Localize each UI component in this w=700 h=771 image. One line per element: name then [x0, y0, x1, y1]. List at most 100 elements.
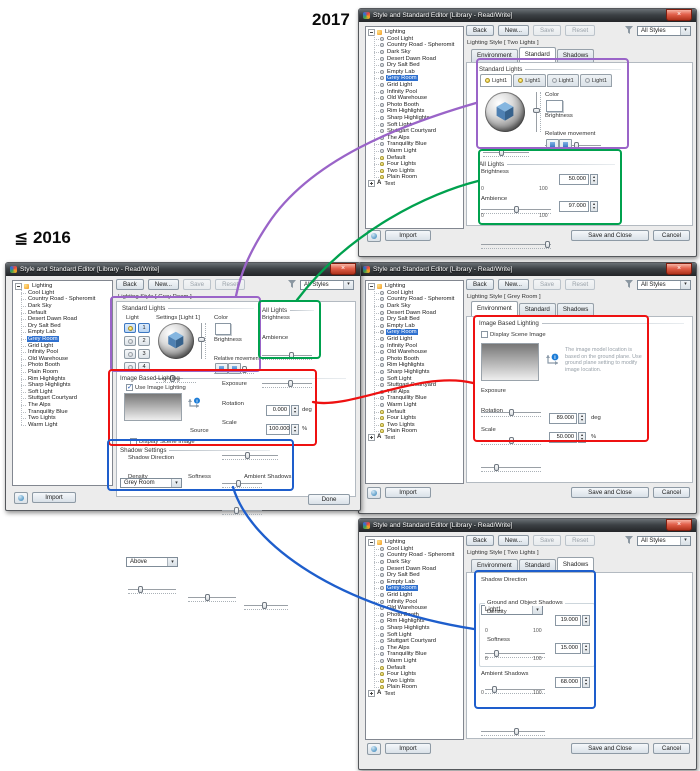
tree-item[interactable]: Two Lights — [366, 421, 463, 428]
scale-slider[interactable] — [481, 464, 541, 472]
tree-item[interactable]: Warm Light — [366, 658, 463, 665]
spinner-arrows[interactable] — [582, 615, 590, 626]
filter-icon[interactable] — [625, 280, 633, 289]
tree-item[interactable]: Tranquility Blue — [366, 395, 463, 402]
back-button[interactable]: Back — [466, 535, 494, 546]
tree-item[interactable]: Soft Light — [13, 389, 112, 396]
ibl-source-select[interactable]: Grey Room ▾ — [120, 478, 182, 488]
tree-item[interactable]: Sharp Highlights — [13, 382, 112, 389]
light4-button[interactable]: 4 — [138, 362, 150, 372]
tree-item[interactable]: Grid Light — [366, 336, 463, 343]
expand-icon[interactable] — [368, 434, 375, 442]
light-vertical-position-slider[interactable] — [533, 92, 541, 132]
tree-item[interactable]: Four Lights — [366, 671, 463, 678]
reset-button[interactable]: Reset — [565, 25, 596, 36]
light-vertical-position-slider[interactable] — [198, 323, 206, 359]
tree-item[interactable]: Default — [13, 309, 112, 316]
tree-item[interactable]: The Alps — [366, 389, 463, 396]
light3-button[interactable]: 3 — [138, 349, 150, 359]
tree-item[interactable]: Soft Light — [366, 631, 463, 638]
new-button[interactable]: New... — [497, 535, 529, 546]
tree-item[interactable]: Rim Highlights — [366, 108, 463, 115]
light2-button[interactable]: 2 — [138, 336, 150, 346]
spinner-arrows[interactable] — [590, 174, 598, 185]
tree-item[interactable]: Dark Sky — [366, 303, 463, 310]
tree-root-lighting[interactable]: Lighting — [366, 538, 463, 546]
tree-item[interactable]: Empty Lab — [366, 323, 463, 330]
titlebar[interactable]: Style and Standard Editor [Library - Rea… — [359, 263, 696, 276]
filter-icon[interactable] — [625, 26, 633, 35]
tree-item[interactable]: Grey Room — [366, 585, 463, 592]
softness-slider[interactable] — [188, 594, 236, 602]
tab-standard[interactable]: Standard — [518, 47, 556, 62]
import-button[interactable]: Import — [385, 743, 431, 754]
light-preview-sphere[interactable] — [485, 92, 525, 132]
tree-item[interactable]: Old Warehouse — [13, 356, 112, 363]
display-scene-checkbox[interactable] — [481, 331, 488, 338]
spinner-arrows[interactable] — [578, 432, 586, 443]
tab-light2[interactable]: Light1 — [513, 74, 546, 87]
relative-move-button-1[interactable] — [215, 363, 228, 374]
save-button[interactable]: Save — [532, 279, 562, 290]
style-filter-select[interactable]: All Styles ▾ — [637, 25, 691, 36]
tab-environment[interactable]: Environment — [471, 49, 518, 62]
back-button[interactable]: Back — [116, 279, 144, 290]
light-preview-sphere[interactable] — [158, 323, 194, 359]
tree-item[interactable]: Two Lights — [13, 415, 112, 422]
tab-standard[interactable]: Standard — [518, 303, 556, 316]
save-and-close-button[interactable]: Save and Close — [571, 230, 649, 241]
tree-item[interactable]: Tranquility Blue — [13, 408, 112, 415]
tree-item[interactable]: Plain Room — [366, 684, 463, 691]
tree-item[interactable]: Dry Salt Bed — [366, 62, 463, 69]
density-spinner[interactable]: 19.000 — [555, 615, 590, 626]
done-button[interactable]: Done — [308, 494, 350, 505]
close-button[interactable]: × — [666, 263, 692, 275]
library-icon-button[interactable] — [367, 487, 381, 499]
tree-item[interactable]: Photo Booth — [366, 356, 463, 363]
tree-root-lighting[interactable]: Lighting — [13, 282, 112, 290]
titlebar[interactable]: Style and Standard Editor [Library - Rea… — [359, 9, 696, 22]
tree-item[interactable]: Grid Light — [366, 592, 463, 599]
light1-toggle[interactable] — [124, 323, 136, 333]
tree-item[interactable]: Default — [366, 154, 463, 161]
tree-item[interactable]: Dark Sky — [13, 303, 112, 310]
all-brightness-spinner[interactable]: 50.000 — [559, 174, 598, 185]
tab-light1[interactable]: Light1 — [480, 74, 513, 87]
tab-light3[interactable]: Light1 — [546, 74, 579, 87]
tree-item[interactable]: Desert Dawn Road — [13, 316, 112, 323]
tree-item[interactable]: Tranquility Blue — [366, 651, 463, 658]
tree-node-text[interactable]: A Text — [366, 690, 463, 698]
tab-environment[interactable]: Environment — [471, 559, 518, 572]
all-brightness-slider[interactable] — [481, 206, 551, 214]
tree-item[interactable]: Infinity Pool — [366, 342, 463, 349]
rotation-slider[interactable] — [481, 437, 541, 445]
tree-item[interactable]: Stuttgart Courtyard — [13, 395, 112, 402]
style-filter-select[interactable]: All Styles ▾ — [637, 535, 691, 546]
tree-item[interactable]: Two Lights — [366, 167, 463, 174]
expand-icon[interactable] — [368, 180, 375, 188]
tree-item[interactable]: Dry Salt Bed — [366, 572, 463, 579]
tree-item[interactable]: Grey Room — [366, 329, 463, 336]
tree-item[interactable]: Empty Lab — [366, 579, 463, 586]
light1-button[interactable]: 1 — [138, 323, 150, 333]
tree-item[interactable]: Grey Room — [366, 75, 463, 82]
save-button[interactable]: Save — [532, 535, 562, 546]
close-button[interactable]: × — [330, 263, 356, 275]
tree-item[interactable]: Country Road - Spheromit — [366, 296, 463, 303]
tree-item[interactable]: Default — [366, 408, 463, 415]
new-button[interactable]: New... — [147, 279, 179, 290]
tree-item[interactable]: Default — [366, 664, 463, 671]
density-slider[interactable] — [128, 586, 176, 594]
spinner-arrows[interactable] — [291, 424, 299, 435]
close-button[interactable]: × — [666, 9, 692, 21]
tree-item[interactable]: Two Lights — [366, 677, 463, 684]
tab-light4[interactable]: Light1 — [579, 74, 612, 87]
light4-toggle[interactable] — [124, 362, 136, 372]
relative-move-button-2[interactable] — [559, 139, 572, 150]
tree-item[interactable]: Desert Dawn Road — [366, 309, 463, 316]
save-and-close-button[interactable]: Save and Close — [571, 743, 649, 754]
ambient-shadows-spinner[interactable]: 68.000 — [555, 677, 590, 688]
new-button[interactable]: New... — [497, 25, 529, 36]
tree-item[interactable]: Grey Room — [13, 336, 112, 343]
cancel-button[interactable]: Cancel — [653, 230, 690, 241]
